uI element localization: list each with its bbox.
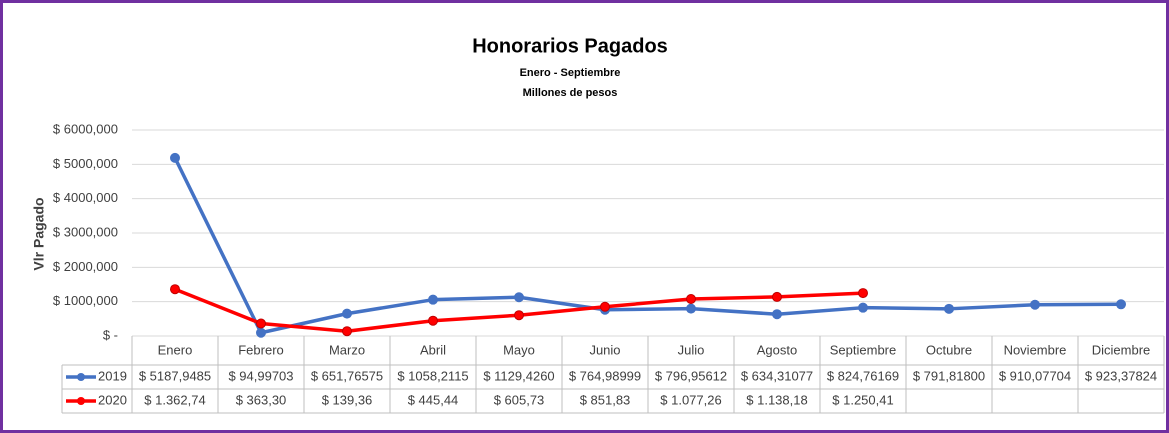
series-line bbox=[173, 157, 1122, 335]
table-value: $ 796,95612 bbox=[655, 368, 727, 383]
y-tick-label: $ 5000,000 bbox=[53, 156, 118, 171]
table-value: $ 445,44 bbox=[408, 392, 459, 407]
point-marker bbox=[772, 309, 782, 320]
point-marker bbox=[772, 291, 782, 302]
x-tick-label: Marzo bbox=[329, 342, 365, 357]
y-tick-label: $ 3000,000 bbox=[53, 224, 118, 239]
table-value: $ 139,36 bbox=[322, 392, 373, 407]
point-marker bbox=[686, 303, 696, 314]
x-tick-label: Septiembre bbox=[830, 342, 896, 357]
x-tick-label: Diciembre bbox=[1092, 342, 1151, 357]
point-marker bbox=[428, 315, 438, 326]
table-value: $ 1.138,18 bbox=[746, 392, 807, 407]
y-tick-label: $ - bbox=[103, 327, 118, 342]
x-tick-label: Octubre bbox=[926, 342, 972, 357]
y-tick-label: $ 2000,000 bbox=[53, 259, 118, 274]
chart-subtitle: Millones de pesos bbox=[523, 87, 618, 99]
point-marker bbox=[858, 288, 868, 299]
point-marker bbox=[944, 303, 954, 314]
table-value: $ 651,76575 bbox=[311, 368, 383, 383]
table-value: $ 764,98999 bbox=[569, 368, 641, 383]
legend-marker bbox=[77, 397, 85, 405]
x-tick-label: Febrero bbox=[238, 342, 284, 357]
point-marker bbox=[342, 326, 352, 337]
point-marker bbox=[1030, 299, 1040, 310]
x-tick-label: Agosto bbox=[757, 342, 797, 357]
x-tick-label: Junio bbox=[589, 342, 620, 357]
point-marker bbox=[170, 152, 180, 163]
point-marker bbox=[858, 302, 868, 313]
table-value: $ 605,73 bbox=[494, 392, 545, 407]
x-tick-label: Enero bbox=[158, 342, 193, 357]
x-tick-label: Abril bbox=[420, 342, 446, 357]
y-tick-label: $ 1000,000 bbox=[53, 293, 118, 308]
x-tick-label: Mayo bbox=[503, 342, 535, 357]
legend-label: 2019 bbox=[98, 368, 127, 383]
point-marker bbox=[514, 310, 524, 321]
point-marker bbox=[600, 301, 610, 312]
legend-marker bbox=[77, 373, 85, 381]
table-value: $ 824,76169 bbox=[827, 368, 899, 383]
point-marker bbox=[514, 292, 524, 303]
legend-label: 2020 bbox=[98, 392, 127, 407]
y-axis-label: Vlr Pagado bbox=[31, 197, 47, 270]
point-marker bbox=[256, 318, 266, 329]
point-marker bbox=[428, 294, 438, 305]
y-tick-label: $ 6000,000 bbox=[53, 121, 118, 136]
table-value: $ 5187,9485 bbox=[139, 368, 211, 383]
point-marker bbox=[686, 294, 696, 305]
y-tick-label: $ 4000,000 bbox=[53, 190, 118, 205]
point-marker bbox=[256, 327, 266, 338]
point-marker bbox=[342, 308, 352, 319]
table-value: $ 1.077,26 bbox=[660, 392, 721, 407]
point-marker bbox=[1116, 299, 1126, 310]
table-value: $ 634,31077 bbox=[741, 368, 813, 383]
table-value: $ 363,30 bbox=[236, 392, 287, 407]
table-value: $ 1.250,41 bbox=[832, 392, 893, 407]
x-tick-label: Noviembre bbox=[1004, 342, 1067, 357]
table-value: $ 923,37824 bbox=[1085, 368, 1157, 383]
x-tick-label: Julio bbox=[678, 342, 705, 357]
table-value: $ 1.362,74 bbox=[144, 392, 205, 407]
table-value: $ 1058,2115 bbox=[397, 368, 468, 383]
chart-subtitle: Enero - Septiembre bbox=[520, 67, 621, 79]
point-marker bbox=[170, 284, 180, 295]
table-value: $ 910,07704 bbox=[999, 368, 1071, 383]
table-value: $ 851,83 bbox=[580, 392, 631, 407]
table-value: $ 1129,4260 bbox=[483, 368, 554, 383]
table-value: $ 791,81800 bbox=[913, 368, 985, 383]
table-value: $ 94,99703 bbox=[228, 368, 293, 383]
chart-title: Honorarios Pagados bbox=[472, 35, 668, 57]
